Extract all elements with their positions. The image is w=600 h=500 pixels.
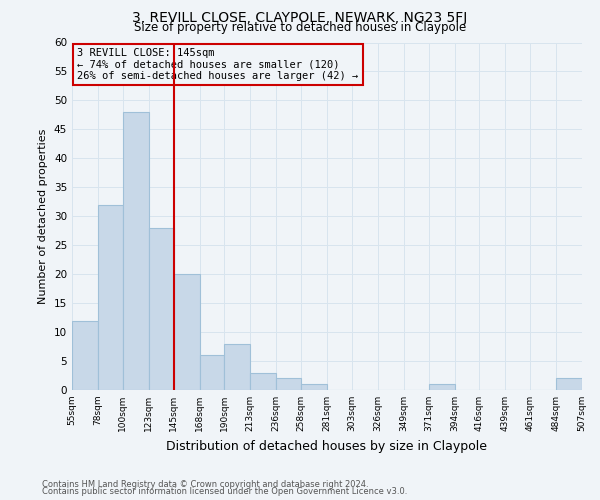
- Bar: [173, 274, 199, 390]
- Bar: [224, 344, 250, 390]
- Bar: [276, 378, 301, 390]
- Bar: [98, 204, 123, 390]
- Text: 3 REVILL CLOSE: 145sqm
← 74% of detached houses are smaller (120)
26% of semi-de: 3 REVILL CLOSE: 145sqm ← 74% of detached…: [77, 48, 358, 81]
- Text: 3, REVILL CLOSE, CLAYPOLE, NEWARK, NG23 5FJ: 3, REVILL CLOSE, CLAYPOLE, NEWARK, NG23 …: [133, 11, 467, 25]
- Bar: [301, 384, 327, 390]
- Text: Size of property relative to detached houses in Claypole: Size of property relative to detached ho…: [134, 21, 466, 34]
- Bar: [72, 320, 98, 390]
- Bar: [199, 355, 224, 390]
- Bar: [556, 378, 582, 390]
- Bar: [250, 372, 276, 390]
- X-axis label: Distribution of detached houses by size in Claypole: Distribution of detached houses by size …: [167, 440, 487, 452]
- Text: Contains public sector information licensed under the Open Government Licence v3: Contains public sector information licen…: [42, 487, 407, 496]
- Bar: [123, 112, 149, 390]
- Text: Contains HM Land Registry data © Crown copyright and database right 2024.: Contains HM Land Registry data © Crown c…: [42, 480, 368, 489]
- Bar: [149, 228, 173, 390]
- Bar: [428, 384, 455, 390]
- Y-axis label: Number of detached properties: Number of detached properties: [38, 128, 49, 304]
